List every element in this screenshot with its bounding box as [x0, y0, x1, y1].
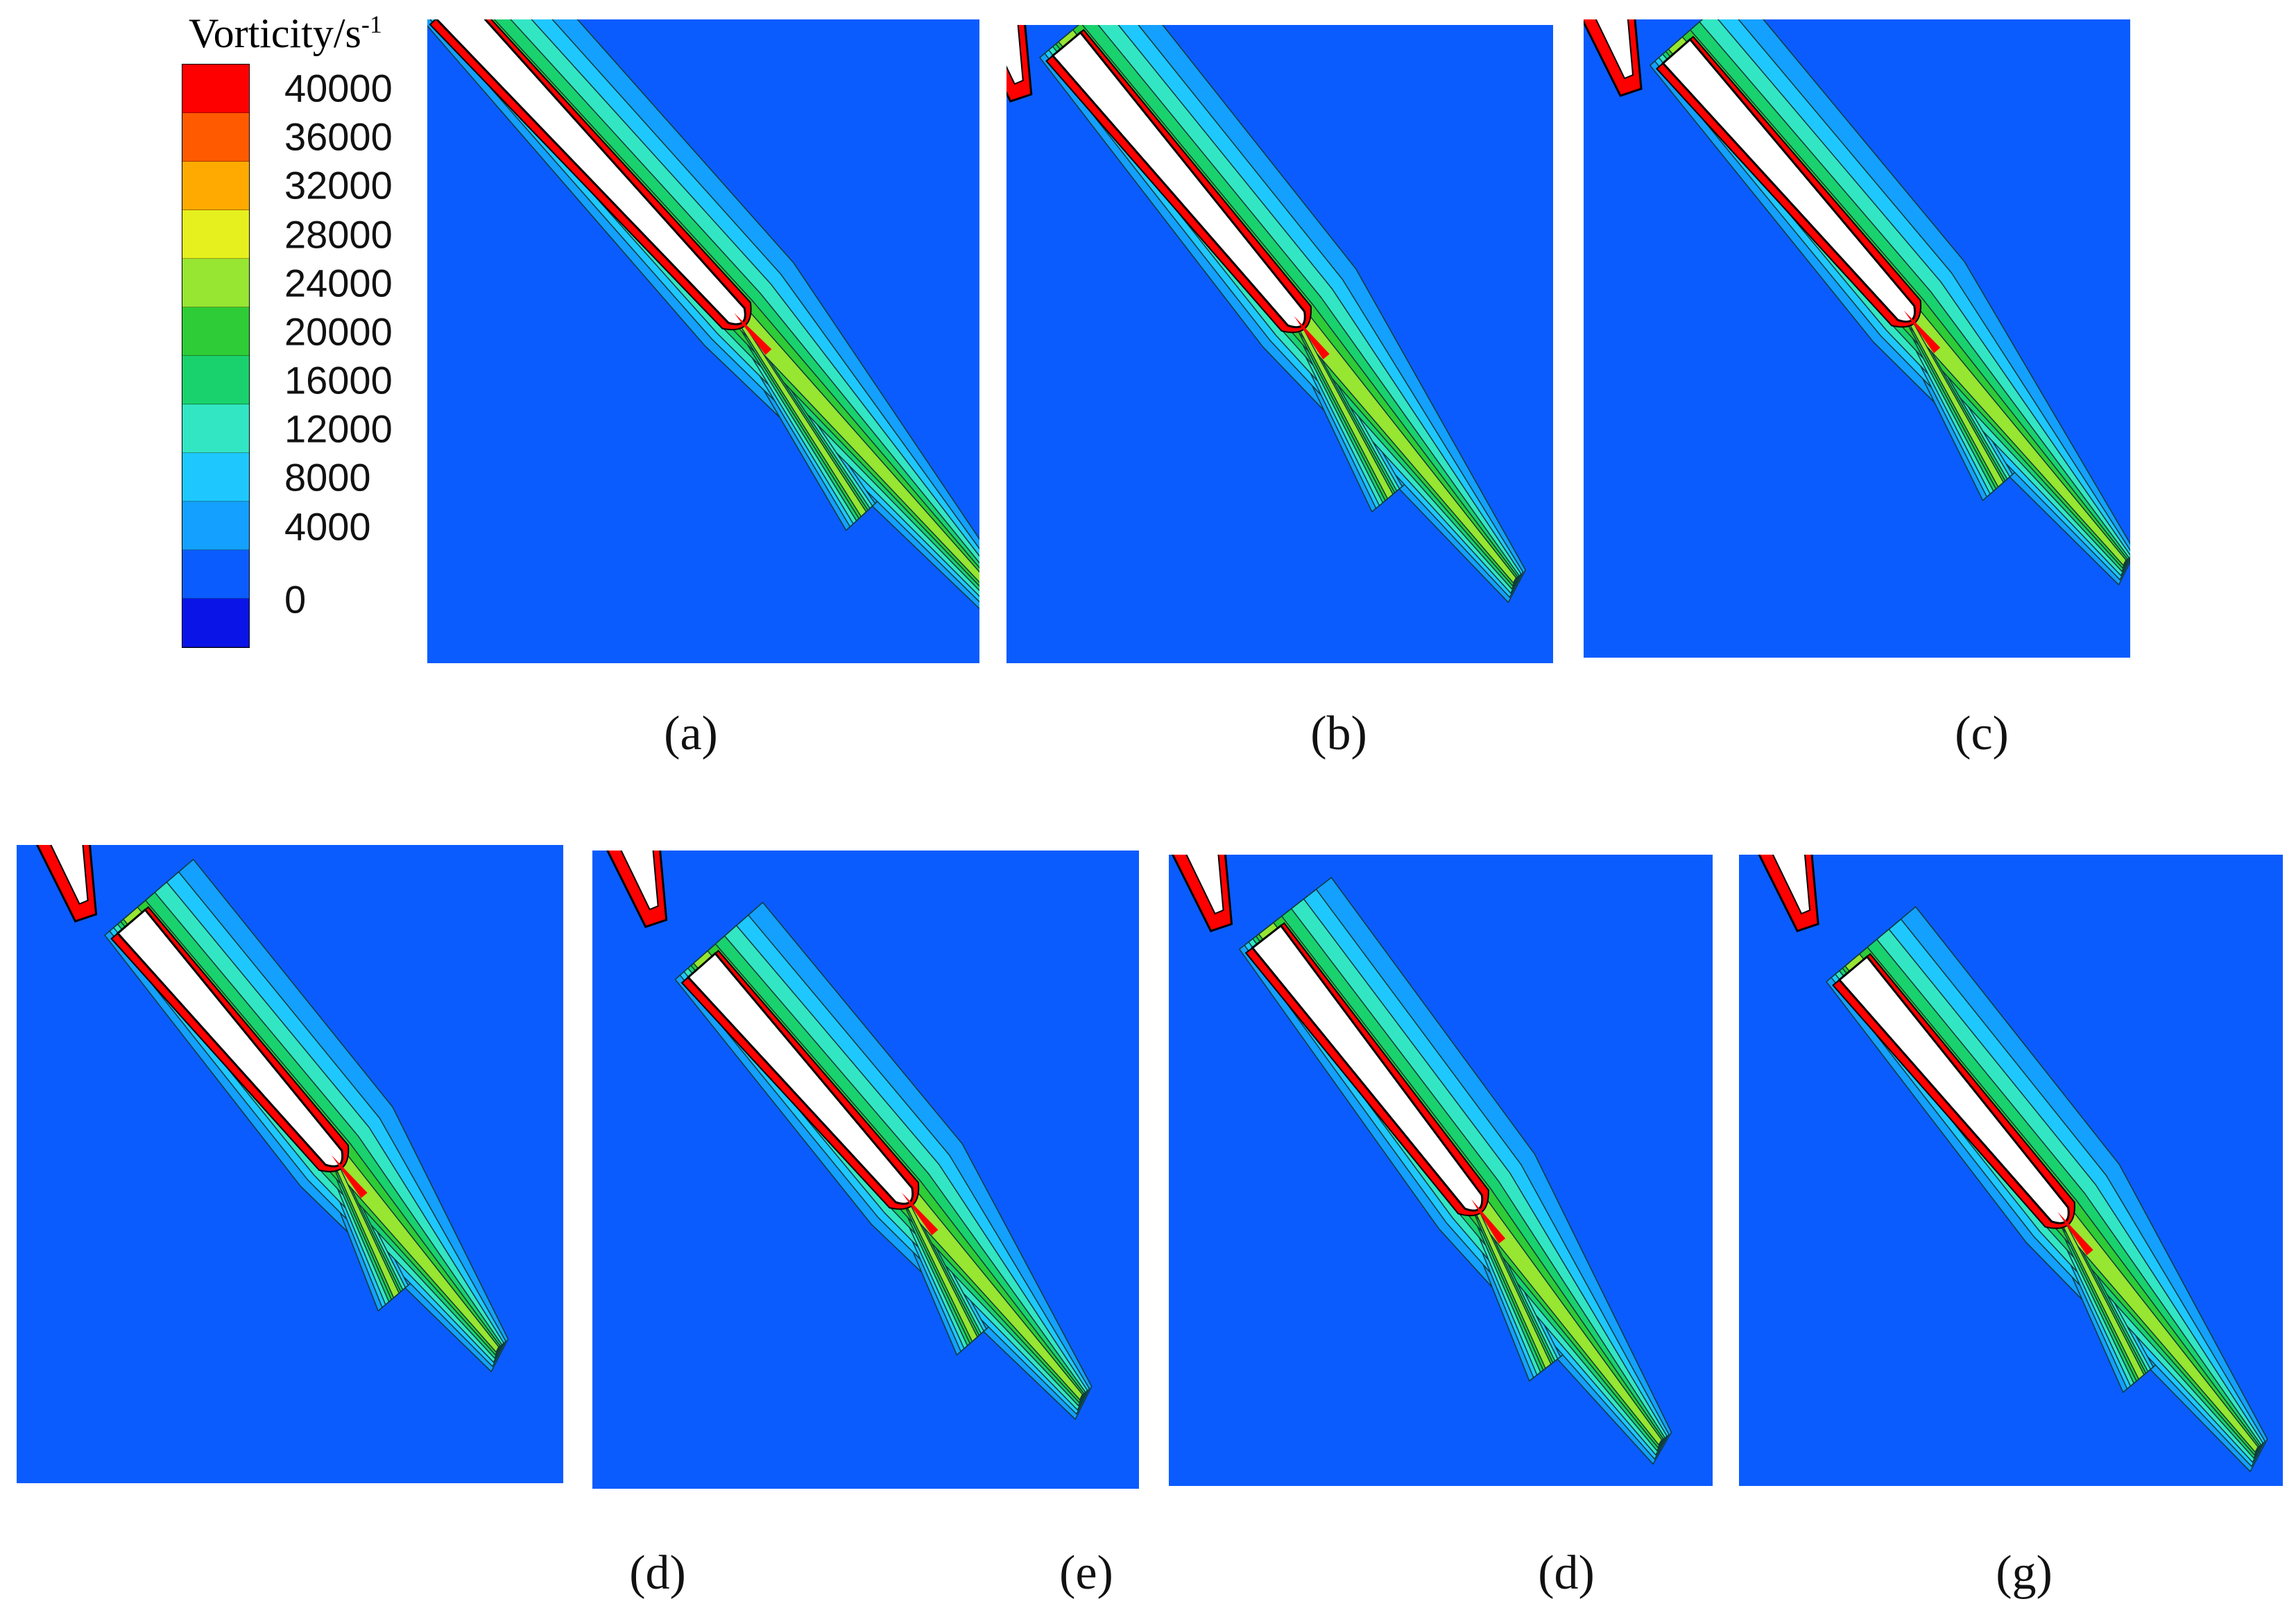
blade-body: [116, 908, 344, 1168]
slat-body: [1185, 855, 1224, 915]
contour-svg: [1006, 25, 1526, 604]
slat-body: [1006, 25, 1024, 85]
legend-color-step: [182, 307, 249, 356]
legend-color-step: [182, 501, 249, 550]
legend-color-step: [182, 404, 249, 453]
wake-contour: [429, 19, 979, 603]
slat-body: [1595, 19, 1634, 80]
legend-level-label: 0: [284, 577, 307, 622]
caption-g: (g): [1996, 1546, 2053, 1600]
legend-color-step: [182, 355, 249, 404]
blade-body: [435, 19, 746, 325]
legend-level-label: 28000: [284, 212, 393, 257]
legend-color-step: [182, 65, 249, 113]
blade-body: [686, 952, 914, 1205]
contour-svg: [606, 851, 1093, 1420]
legend-level-label: 32000: [284, 163, 393, 207]
legend-level-label: 16000: [284, 358, 393, 402]
legend-color-step: [182, 452, 249, 502]
legend-level-label: 4000: [284, 504, 371, 549]
legend-color-step: [182, 258, 249, 307]
blade-body: [1661, 37, 1916, 323]
contour-svg: [1171, 855, 1672, 1465]
caption-e: (e): [1059, 1546, 1113, 1600]
trailing-edge-streak: [1903, 310, 1941, 354]
caption-a: (a): [664, 707, 718, 760]
panel-g-contour-plot: [1739, 855, 2283, 1486]
contour-svg: [35, 845, 509, 1372]
blade-body: [1837, 955, 2070, 1224]
legend-level-label: 12000: [284, 407, 393, 451]
trailing-edge-streak: [734, 313, 772, 355]
panel-c-contour-plot: [1584, 19, 2130, 658]
legend-colorbar: [182, 64, 250, 648]
legend-color-step: [182, 112, 249, 162]
slat-body: [620, 851, 659, 911]
panel-d-contour-plot: [17, 845, 563, 1483]
caption-d: (d): [629, 1546, 686, 1600]
legend-title: Vorticity/s-1: [189, 10, 382, 56]
panel-e-contour-plot: [592, 851, 1139, 1489]
legend-level-label: 36000: [284, 114, 393, 159]
trailing-edge-streak: [331, 1155, 368, 1199]
legend-level-label: 40000: [284, 66, 393, 110]
slat-body: [1772, 855, 1811, 915]
trailing-edge-streak: [1294, 316, 1330, 360]
caption-f: (d): [1538, 1546, 1595, 1600]
legend-color-step: [182, 161, 249, 210]
panel-a-contour-plot: [427, 19, 979, 663]
trailing-edge-streak: [2057, 1211, 2093, 1256]
blade-body: [1251, 924, 1484, 1212]
panel-f-contour-plot: [1169, 855, 1713, 1486]
legend-color-step: [182, 549, 249, 599]
trailing-edge-streak: [901, 1193, 939, 1236]
contour-svg: [1584, 19, 2130, 586]
legend-title-exponent: -1: [361, 10, 382, 38]
panel-b-contour-plot: [1006, 25, 1553, 663]
trailing-edge-streak: [1471, 1199, 1506, 1244]
slat-body: [50, 845, 89, 905]
legend-level-label: 20000: [284, 309, 393, 354]
contour-svg: [1758, 855, 2268, 1472]
legend-level-label: 24000: [284, 261, 393, 305]
legend-level-label: 8000: [284, 455, 371, 499]
blade-body: [1051, 31, 1306, 329]
caption-c: (c): [1955, 707, 2009, 760]
legend-color-step: [182, 210, 249, 259]
caption-b: (b): [1310, 707, 1367, 760]
contour-svg: [427, 19, 979, 610]
legend-color-step: [182, 598, 249, 647]
